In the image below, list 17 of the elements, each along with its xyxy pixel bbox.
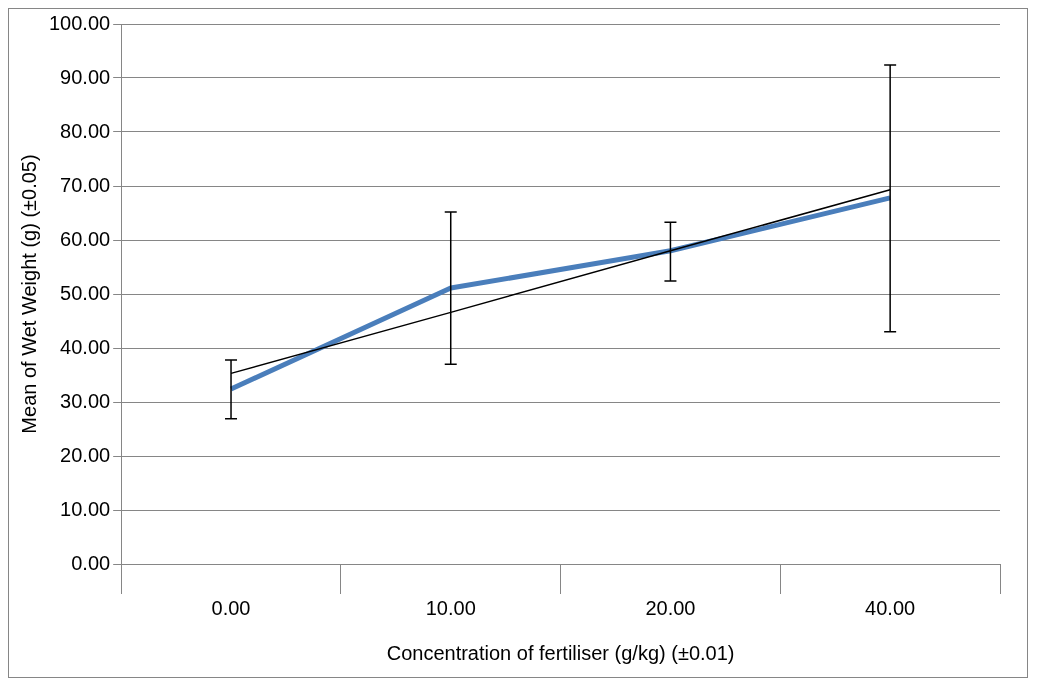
y-tick-label: 30.00 [60,389,111,412]
x-tick-label: 10.00 [425,596,476,619]
y-tick-label: 0.00 [71,551,111,574]
y-axis-title: Mean of Wet Weight (g) (±0.05) [17,154,40,434]
x-tick-label: 40.00 [865,596,916,619]
y-tick-label: 60.00 [60,227,111,250]
x-tick-label: 20.00 [645,596,696,619]
y-tick-label: 10.00 [60,497,111,520]
x-tick-label: 0.00 [211,596,251,619]
y-tick-label: 70.00 [60,173,111,196]
y-tick-label: 20.00 [60,443,111,466]
y-tick-label: 40.00 [60,335,111,358]
x-axis-title: Concentration of fertiliser (g/kg) (±0.01) [386,641,735,664]
y-tick-label: 90.00 [60,65,111,88]
y-tick-label: 80.00 [60,119,111,142]
y-tick-label: 100.00 [49,11,111,34]
y-tick-label: 50.00 [60,281,111,304]
